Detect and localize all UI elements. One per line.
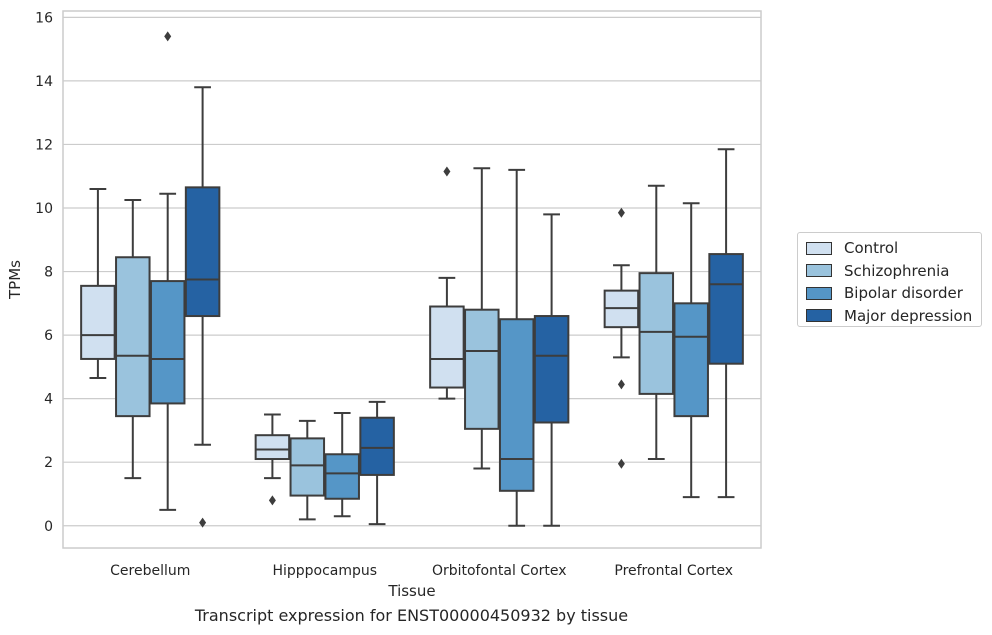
legend-swatch <box>806 309 832 323</box>
box-major-depression <box>184 86 221 528</box>
x-axis-label: Tissue <box>387 582 435 600</box>
box-groups <box>80 31 744 528</box>
box-major-depression <box>533 213 570 527</box>
box-body <box>638 272 675 395</box>
box-bipolar-disorder <box>673 202 709 499</box>
y-tick-labels: 0 2 4 6 8 10 12 14 16 <box>35 10 53 534</box>
box-body <box>80 284 116 360</box>
box-control <box>603 207 640 469</box>
box-schizophrenia <box>115 199 151 480</box>
y-tick-label: 12 <box>35 137 53 153</box>
x-tick-labels: Cerebellum Hipppocampus Orbitofontal Corte… <box>110 563 733 579</box>
box-body <box>289 437 326 497</box>
outlier-point <box>617 379 625 390</box>
legend-swatch <box>806 264 832 278</box>
outlier-point <box>443 166 451 177</box>
y-tick-label: 10 <box>35 201 53 217</box>
y-tick-label: 4 <box>44 392 53 408</box>
box-bipolar-disorder <box>498 168 535 527</box>
box-body <box>359 416 395 476</box>
box-control <box>429 166 465 400</box>
legend-swatch <box>806 241 832 255</box>
y-tick-label: 16 <box>35 10 53 26</box>
legend-label: Control <box>844 239 899 258</box>
box-body <box>149 280 186 405</box>
box-body <box>498 318 535 492</box>
y-tick-label: 0 <box>44 519 53 535</box>
x-tick-label: Orbitofontal Cortex <box>432 563 567 579</box>
legend-item: Major depression <box>806 305 973 328</box>
legend-item: Bipolar disorder <box>806 282 973 305</box>
y-axis-label: TPMs <box>6 260 24 300</box>
box-schizophrenia <box>289 419 326 521</box>
legend-label: Bipolar disorder <box>844 284 963 303</box>
x-tick-label: Hipppocampus <box>272 563 377 579</box>
box-body <box>324 453 360 500</box>
plot-area <box>62 10 762 549</box>
box-major-depression <box>708 148 744 499</box>
box-schizophrenia <box>638 184 675 461</box>
box-schizophrenia <box>464 167 500 470</box>
outlier-point <box>199 517 207 528</box>
legend: Control Schizophrenia Bipolar disorder Majo… <box>797 232 982 327</box>
box-bipolar-disorder <box>324 411 360 518</box>
legend-label: Major depression <box>844 306 973 325</box>
y-tick-label: 14 <box>35 74 53 90</box>
box-body <box>533 315 570 424</box>
y-tick-label: 2 <box>44 455 53 471</box>
legend-item: Schizophrenia <box>806 260 973 283</box>
box-body <box>115 256 151 418</box>
box-body <box>184 186 221 318</box>
box-control <box>254 413 291 506</box>
legend-label: Schizophrenia <box>844 261 950 280</box>
legend-item: Control <box>806 237 973 260</box>
box-body <box>429 305 465 389</box>
x-tick-label: Cerebellum <box>110 563 190 579</box>
legend-swatch <box>806 286 832 300</box>
outlier-point <box>617 207 625 218</box>
figure-caption: Transcript expression for ENST0000045093… <box>194 606 629 625</box>
box-body <box>464 308 500 430</box>
y-tick-label: 6 <box>44 328 53 344</box>
box-body <box>673 302 709 418</box>
outlier-point <box>268 495 276 506</box>
box-body <box>708 253 744 365</box>
box-body <box>254 434 291 461</box>
box-major-depression <box>359 400 395 526</box>
y-tick-label: 8 <box>44 265 53 281</box>
outlier-point <box>164 31 172 42</box>
x-tick-label: Prefrontal Cortex <box>614 563 733 579</box>
box-bipolar-disorder <box>149 31 186 511</box>
outlier-point <box>617 458 625 469</box>
box-control <box>80 187 116 380</box>
